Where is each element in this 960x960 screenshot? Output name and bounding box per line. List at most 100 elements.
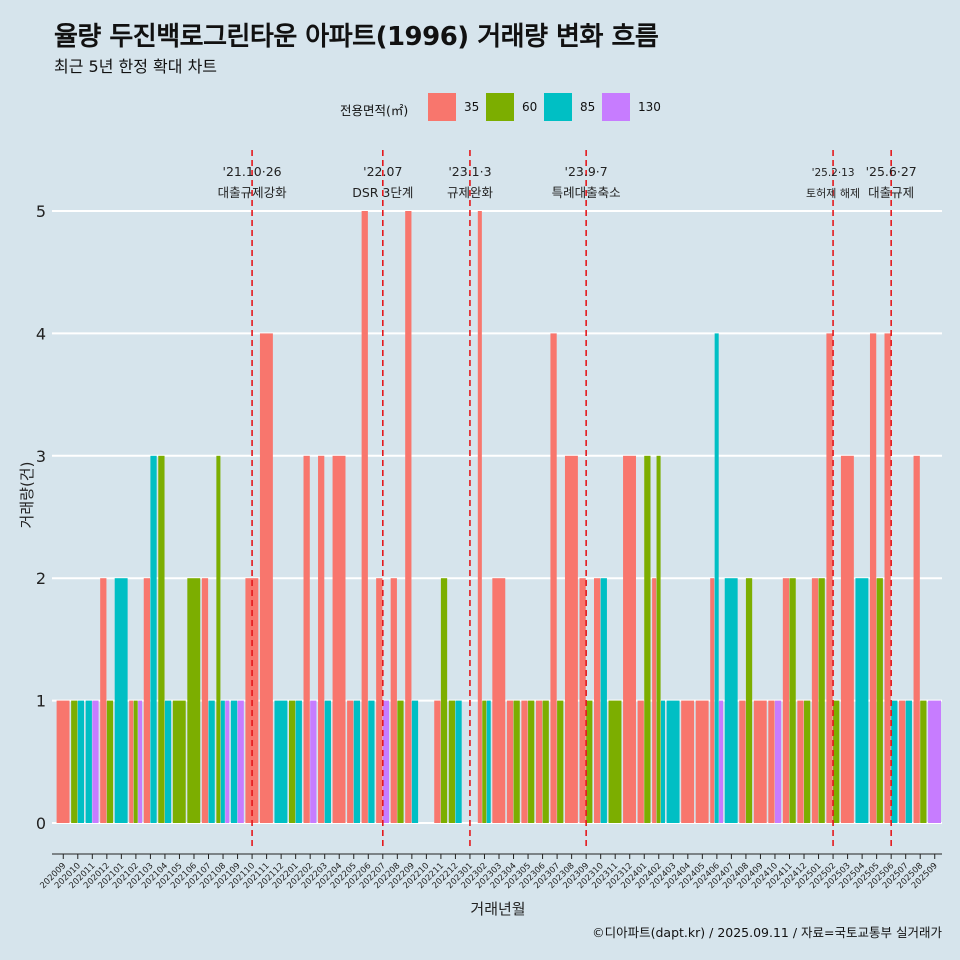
- bar-202107-35: [201, 578, 209, 823]
- bar-202201-60: [288, 700, 296, 823]
- bar-202205-35: [347, 700, 354, 823]
- bar-202304-35: [506, 700, 514, 823]
- bar-202310-35: [594, 578, 601, 823]
- event-label-0: 대출규제강화: [218, 185, 288, 200]
- bar-202506-35: [884, 333, 891, 823]
- bar-202111-35: [259, 333, 273, 823]
- bar-202204-35: [332, 455, 346, 823]
- bar-202507-85: [905, 700, 912, 823]
- bar-202102-60: [133, 700, 138, 823]
- event-date-2: '23.1·3: [448, 164, 491, 179]
- y-axis-ticks: 0 1 2 3 4 5: [36, 202, 46, 833]
- bar-202203-35: [318, 455, 325, 823]
- bar-202103-35: [143, 578, 151, 823]
- bar-202010-60: [71, 700, 78, 823]
- bar-202503-35: [840, 455, 854, 823]
- bar-202406-35: [710, 578, 715, 823]
- event-label-1: DSR 3단계: [352, 185, 413, 200]
- legend-label-130: 130: [638, 100, 661, 114]
- bar-202303-35: [492, 578, 506, 823]
- y-tick-label-3: 3: [36, 447, 46, 466]
- bar-202304-60: [513, 700, 520, 823]
- bars: [56, 211, 941, 823]
- bar-202211-35: [434, 700, 441, 823]
- bar-202202-35: [303, 455, 310, 823]
- bar-202212-60: [448, 700, 456, 823]
- bar-202307-60: [557, 700, 564, 823]
- bar-202205-85: [353, 700, 361, 823]
- bar-202505-35: [869, 333, 877, 823]
- bar-202103-85: [150, 455, 157, 823]
- bar-202109-130: [237, 700, 244, 823]
- bar-202203-85: [324, 700, 331, 823]
- bar-202302-60: [482, 700, 487, 823]
- bar-202108-130: [225, 700, 230, 823]
- bar-202104-85: [164, 700, 172, 823]
- bar-202011-85: [85, 700, 92, 823]
- bar-202109-85: [230, 700, 238, 823]
- bar-202506-85: [891, 700, 898, 823]
- bar-202409-35: [753, 700, 767, 823]
- event-label-5: 대출규제: [868, 185, 914, 200]
- bar-202012-35: [100, 578, 107, 823]
- bar-202306-60: [542, 700, 549, 823]
- event-label-4: 토허제 해제: [806, 186, 860, 200]
- bar-202206-85: [368, 700, 375, 823]
- event-date-3: '23.9·7: [565, 164, 608, 179]
- y-axis-label: 거래량(건): [18, 462, 36, 529]
- source-caption: ©디아파트(dapt.kr) / 2025.09.11 / 자료=국토교통부 실…: [592, 925, 942, 940]
- bar-202309-35: [579, 578, 586, 823]
- bar-202411-60: [789, 578, 796, 823]
- bar-202208-60: [397, 700, 404, 823]
- bar-202405-35: [695, 700, 709, 823]
- bar-202305-60: [528, 700, 535, 823]
- bar-202102-130: [138, 700, 143, 823]
- chart-subtitle: 최근 5년 한정 확대 차트: [54, 57, 218, 76]
- bar-202504-85: [855, 578, 869, 823]
- bar-202302-35: [477, 211, 482, 823]
- bar-202401-35: [637, 700, 644, 823]
- event-date-4: '25.2·13: [812, 167, 855, 179]
- bar-202309-60: [586, 700, 593, 823]
- bar-202412-35: [797, 700, 804, 823]
- bar-202403-85: [666, 700, 680, 823]
- event-date-1: '22.07: [363, 164, 402, 179]
- event-date-0: '21.10·26: [223, 164, 282, 179]
- bar-202009-35: [56, 700, 70, 823]
- bar-202112-85: [274, 700, 288, 823]
- bar-202505-60: [876, 578, 883, 823]
- event-lines: '21.10·26 대출규제강화 '22.07 DSR 3단계 '23.1·3 규제완화 '…: [218, 150, 917, 850]
- bar-202404-35: [681, 700, 695, 823]
- y-tick-label-5: 5: [36, 202, 46, 221]
- bar-202207-35: [376, 578, 383, 823]
- event-label-3: 특례대출축소: [552, 185, 621, 200]
- y-tick-label-1: 1: [36, 692, 46, 711]
- bar-202502-35: [826, 333, 833, 823]
- bar-202209-35: [405, 211, 412, 823]
- bar-202412-60: [804, 700, 811, 823]
- bar-202501-35: [811, 578, 819, 823]
- legend-label-60: 60: [522, 100, 538, 114]
- bar-202011-130: [92, 700, 99, 823]
- bar-202102-35: [129, 700, 134, 823]
- x-axis: 2020092020102020112020122021012021022021…: [38, 853, 942, 891]
- legend-swatch-35: [428, 93, 456, 121]
- legend-swatch-85: [544, 93, 572, 121]
- bar-202012-60: [106, 700, 114, 823]
- bar-202402-60: [656, 455, 661, 823]
- event-label-2: 규제완화: [447, 185, 494, 200]
- bar-202209-85: [411, 700, 419, 823]
- y-tick-label-0: 0: [36, 814, 46, 833]
- event-date-5: '25.6·27: [866, 164, 917, 179]
- bar-202206-35: [361, 211, 368, 823]
- bar-202408-60: [745, 578, 753, 823]
- legend-label-85: 85: [580, 100, 596, 114]
- bar-202010-85: [77, 700, 85, 823]
- x-axis-label: 거래년월: [470, 900, 525, 918]
- bar-202212-85: [455, 700, 462, 823]
- bar-202408-35: [739, 700, 746, 823]
- bar-202207-130: [382, 700, 390, 823]
- bar-202311-60: [608, 700, 622, 823]
- y-tick-label-2: 2: [36, 569, 46, 588]
- y-tick-label-4: 4: [36, 324, 46, 343]
